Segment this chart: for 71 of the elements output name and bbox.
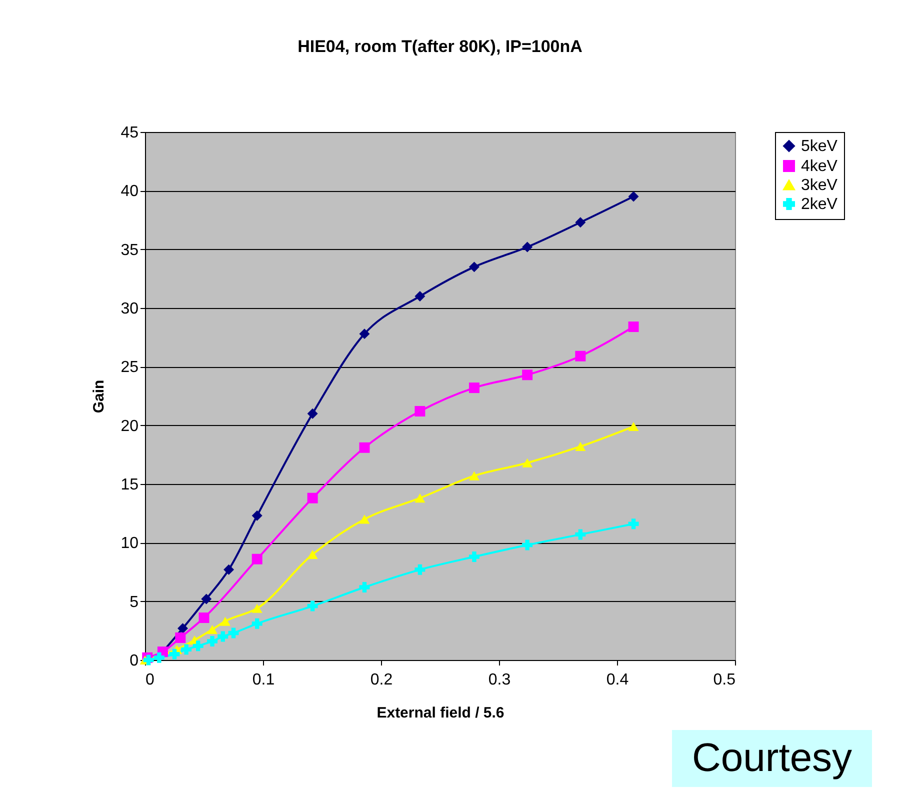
point bbox=[198, 612, 210, 624]
point bbox=[359, 514, 370, 524]
legend-label: 2keV bbox=[801, 196, 838, 213]
point bbox=[228, 628, 239, 638]
point bbox=[522, 242, 533, 252]
point bbox=[575, 442, 586, 451]
point bbox=[169, 648, 180, 660]
x-tick-label: 0.3 bbox=[488, 672, 511, 688]
point bbox=[207, 624, 218, 634]
point bbox=[359, 582, 370, 592]
y-tick-label: 0 bbox=[130, 652, 139, 670]
legend-label: 5keV bbox=[801, 138, 838, 155]
point bbox=[468, 471, 480, 480]
x-tick-label: 0.4 bbox=[606, 672, 629, 688]
x-tick-label: 0.5 bbox=[713, 672, 736, 688]
y-tick-label: 45 bbox=[120, 124, 139, 142]
y-tick-label: 35 bbox=[120, 242, 139, 259]
point bbox=[575, 350, 586, 362]
point bbox=[468, 552, 480, 562]
y-tick-label: 25 bbox=[120, 359, 139, 376]
legend-label: 3keV bbox=[801, 177, 838, 194]
point bbox=[522, 458, 533, 468]
point bbox=[359, 328, 370, 340]
point bbox=[154, 652, 164, 663]
point bbox=[359, 442, 370, 453]
point bbox=[468, 382, 480, 394]
point bbox=[414, 494, 426, 503]
legend-label: 4keV bbox=[801, 158, 838, 175]
point bbox=[628, 518, 639, 530]
text: Courtesy bbox=[672, 730, 872, 787]
point bbox=[252, 554, 262, 564]
point bbox=[207, 636, 218, 646]
point bbox=[192, 640, 204, 652]
y-tick-label: 15 bbox=[120, 476, 139, 494]
x-tick-label: 0.1 bbox=[252, 672, 275, 688]
point bbox=[218, 631, 228, 642]
point bbox=[143, 654, 154, 666]
y-tick-label: 20 bbox=[120, 418, 139, 435]
y-tick-label: 30 bbox=[120, 300, 139, 318]
y-tick-label: 40 bbox=[120, 183, 139, 200]
point bbox=[307, 600, 318, 612]
point bbox=[522, 540, 533, 550]
point bbox=[468, 262, 480, 272]
point bbox=[307, 550, 318, 559]
point bbox=[628, 422, 639, 432]
y-tick-label: 10 bbox=[120, 535, 139, 552]
x-tick-label: 0.2 bbox=[370, 672, 393, 688]
point bbox=[252, 618, 262, 629]
x-tick-label: 0 bbox=[146, 672, 154, 688]
x-axis-title: External field / 5.6 bbox=[376, 704, 504, 722]
point bbox=[575, 217, 586, 228]
point bbox=[307, 492, 318, 504]
point bbox=[628, 322, 639, 332]
point bbox=[175, 632, 186, 643]
point bbox=[307, 408, 318, 419]
point bbox=[178, 623, 188, 634]
point bbox=[414, 291, 426, 302]
y-tick-label: 5 bbox=[130, 594, 139, 611]
point bbox=[224, 564, 234, 575]
point bbox=[252, 604, 262, 613]
y-axis-title: Gain bbox=[90, 380, 108, 414]
point bbox=[181, 644, 192, 655]
point bbox=[522, 370, 533, 380]
point bbox=[414, 564, 426, 575]
point bbox=[201, 594, 212, 604]
point bbox=[220, 616, 230, 626]
point bbox=[414, 406, 426, 416]
chart-title: HIE04, room T(after 80K), IP=100nA bbox=[298, 37, 582, 56]
point bbox=[252, 510, 262, 521]
point bbox=[575, 529, 586, 540]
point bbox=[628, 191, 639, 202]
